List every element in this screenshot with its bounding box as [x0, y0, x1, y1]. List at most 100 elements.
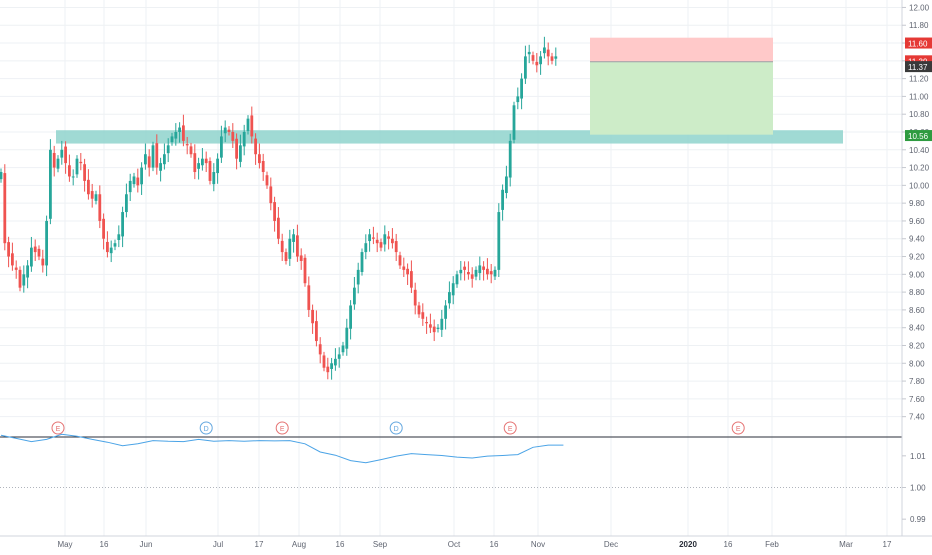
y-tick-label: 7.60	[909, 395, 925, 404]
candle-body	[87, 179, 90, 195]
candle-body	[174, 131, 178, 139]
candle-body	[417, 305, 421, 315]
candle-body	[90, 191, 94, 199]
x-tick-label: 16	[100, 540, 109, 549]
marker-label: E	[280, 426, 285, 433]
candle-body	[159, 163, 162, 171]
candle-body	[539, 56, 542, 65]
candle-body	[394, 241, 398, 253]
candle-body	[197, 163, 200, 169]
candle-body	[254, 138, 257, 155]
y-tick-label: 7.80	[909, 377, 925, 386]
candle-body	[311, 309, 314, 324]
y-tick-label: 10.20	[909, 164, 930, 173]
current-price-badge	[905, 55, 932, 67]
y-tick-label: 10.00	[909, 181, 930, 190]
candle-body	[364, 243, 368, 253]
candle-body	[235, 138, 238, 159]
candle-body	[11, 253, 14, 266]
x-tick-label: Dec	[604, 540, 618, 549]
candle-body	[117, 234, 121, 240]
candle-body	[132, 176, 136, 185]
y-tick-label: 11.00	[909, 92, 929, 101]
y-tick-label: 11.20	[909, 75, 929, 84]
marker-circle	[503, 421, 517, 435]
candle-body	[182, 125, 185, 141]
candle-body	[49, 149, 52, 219]
candle-body	[341, 345, 345, 353]
candle-body	[33, 246, 37, 253]
y-tick-label: 10.40	[909, 146, 930, 155]
candle-body	[402, 266, 406, 270]
candle-body	[250, 115, 254, 137]
candle-body	[128, 180, 132, 193]
target-zone[interactable]	[590, 61, 773, 135]
candle-body	[41, 258, 45, 266]
candle-body	[60, 149, 64, 158]
candle-body	[478, 265, 482, 274]
candle-body	[413, 289, 417, 306]
dividend-marker[interactable]: D	[389, 421, 403, 435]
marker-circle	[731, 421, 745, 435]
candle-body	[185, 144, 189, 146]
earnings-marker[interactable]: E	[275, 421, 289, 435]
stop-zone[interactable]	[590, 37, 773, 62]
candle-body	[356, 269, 360, 285]
candle-body	[467, 272, 470, 275]
candle-body	[68, 165, 71, 177]
candle-body	[440, 318, 444, 330]
candle-body	[227, 129, 231, 132]
candle-body	[246, 118, 250, 131]
candle-body	[288, 238, 292, 259]
candle-body	[508, 140, 512, 178]
candle-body	[7, 242, 10, 257]
candle-body	[269, 186, 273, 204]
candle-body	[451, 283, 455, 296]
candle-body	[151, 145, 155, 168]
candle-body	[349, 305, 352, 329]
candle-body	[242, 131, 246, 147]
candle-body	[535, 61, 539, 66]
last-price-badge-text: 11.37	[908, 63, 928, 72]
candle-body	[353, 287, 356, 305]
earnings-marker[interactable]: E	[51, 421, 65, 435]
candle-body	[345, 327, 349, 349]
candle-body	[83, 164, 86, 181]
marker-circle	[199, 421, 213, 435]
candle-body	[22, 274, 26, 286]
marker-circle	[275, 421, 289, 435]
candle-body	[102, 218, 105, 239]
candle-body	[189, 146, 193, 155]
candle-body	[45, 220, 48, 266]
candle-body	[516, 96, 520, 103]
y-tick-label: 9.20	[909, 253, 925, 262]
candle-body	[524, 56, 527, 79]
candle-body	[554, 56, 558, 59]
stop-price-badge-text: 11.60	[908, 40, 928, 49]
candle-body	[455, 274, 459, 285]
candle-body	[436, 327, 440, 329]
candle-body	[163, 154, 166, 165]
candle-body	[497, 212, 501, 270]
earnings-marker[interactable]: E	[731, 421, 745, 435]
y-tick-label: 8.40	[909, 324, 925, 333]
x-tick-label: Sep	[373, 540, 388, 549]
x-tick-label: Jul	[213, 540, 223, 549]
candle-body	[26, 265, 29, 278]
indicator-line[interactable]	[0, 433, 564, 464]
indicator-y-tick-label: 1.00	[910, 484, 926, 493]
candle-body	[94, 194, 98, 201]
candle-body	[550, 56, 554, 61]
y-tick-label: 9.40	[909, 235, 925, 244]
y-tick-label: 8.00	[909, 359, 925, 368]
y-tick-label: 9.80	[909, 199, 925, 208]
candle-body	[318, 344, 322, 355]
candle-body	[410, 271, 413, 288]
candle-body	[284, 252, 288, 261]
candle-body	[322, 355, 326, 368]
earnings-marker[interactable]: E	[503, 421, 517, 435]
dividend-marker[interactable]: D	[199, 421, 213, 435]
candle-body	[223, 127, 227, 134]
candle-body	[398, 255, 402, 266]
